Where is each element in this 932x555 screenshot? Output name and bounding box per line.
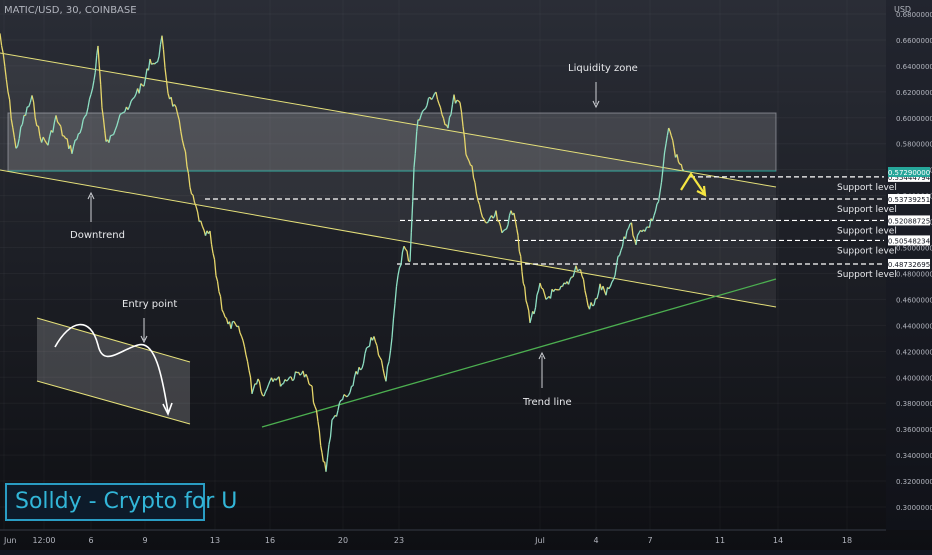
price-segment xyxy=(311,385,313,386)
support-price-value: 0.53739251 xyxy=(888,196,930,204)
price-segment xyxy=(542,288,544,289)
support-price-value: 0.48732695 xyxy=(888,261,930,269)
support-price-value: 0.50548234 xyxy=(888,237,931,245)
time-tick-label: 13 xyxy=(210,536,220,545)
price-segment xyxy=(282,384,284,385)
liquidity-zone-label: Liquidity zone xyxy=(568,63,638,74)
support-level-label: Support level xyxy=(837,270,897,280)
brand-watermark: Solldy - Crypto for U xyxy=(5,483,205,521)
time-tick-label: 14 xyxy=(773,536,783,545)
price-segment xyxy=(367,347,369,348)
price-segment xyxy=(75,140,77,141)
time-tick-label: 12:00 xyxy=(32,536,55,545)
support-level-label: Support level xyxy=(837,226,897,236)
price-segment xyxy=(156,62,158,63)
time-tick-label: 18 xyxy=(842,536,852,545)
time-tick-label: 6 xyxy=(88,536,93,545)
time-tick-label: 20 xyxy=(338,536,348,545)
time-tick-label: 7 xyxy=(647,536,652,545)
support-level-label: Support level xyxy=(837,205,897,215)
support-level-label: Support level xyxy=(837,246,897,256)
time-tick-label: 9 xyxy=(142,536,147,545)
price-segment xyxy=(368,346,370,347)
price-segment xyxy=(457,100,459,101)
price-segment xyxy=(112,135,114,136)
price-segment xyxy=(78,133,80,134)
price-segment xyxy=(578,270,580,271)
price-segment xyxy=(505,229,507,230)
price-segment xyxy=(555,289,557,290)
price-tick-label: 0.30000000 xyxy=(896,504,932,512)
symbol-title: MATIC/USD, 30, COINBASE xyxy=(4,5,137,16)
support-level-label: Support level xyxy=(837,183,897,193)
price-segment xyxy=(152,63,154,64)
current-price-value: 0.57290000 xyxy=(888,169,930,177)
time-tick-label: 4 xyxy=(593,536,598,545)
price-segment xyxy=(504,230,506,231)
price-segment xyxy=(471,165,473,166)
price-segment xyxy=(618,256,620,257)
price-segment xyxy=(120,114,122,115)
support-price-value: 0.52088725 xyxy=(888,217,930,225)
time-tick-label: 23 xyxy=(394,536,404,545)
entry-point-label: Entry point xyxy=(122,299,177,310)
price-segment xyxy=(192,194,194,195)
trend-line-label: Trend line xyxy=(522,397,572,408)
time-tick-label: Jul xyxy=(534,536,545,545)
price-segment xyxy=(593,305,595,306)
price-segment xyxy=(683,170,684,171)
price-segment xyxy=(123,112,125,113)
time-tick-label: 16 xyxy=(265,536,275,545)
downtrend-label: Downtrend xyxy=(70,230,125,241)
time-tick-label: 11 xyxy=(715,536,725,545)
time-tick-label: Jun xyxy=(3,536,17,545)
price-segment xyxy=(122,113,124,114)
